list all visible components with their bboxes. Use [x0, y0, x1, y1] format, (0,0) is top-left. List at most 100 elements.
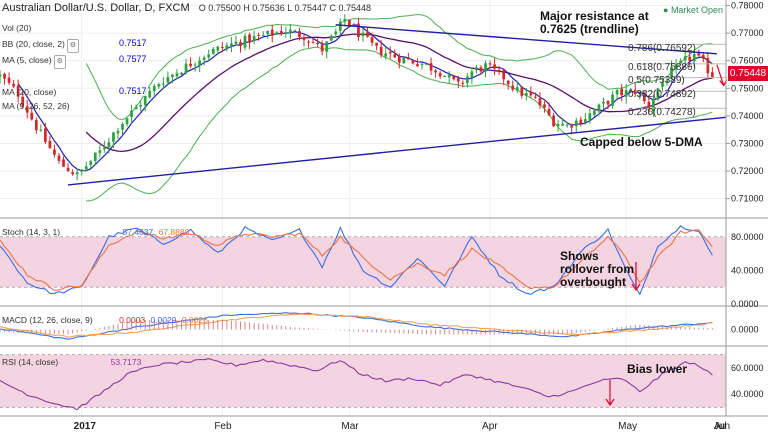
candle-body [479, 67, 483, 72]
price-tick-label: 0.76000 [731, 56, 764, 66]
fib-level-382: 0.382(0.74892) [628, 89, 696, 100]
fib-level-618: 0.618(0.75886) [628, 62, 696, 73]
candle-body [166, 77, 170, 83]
candle-body [230, 43, 233, 46]
resistance-line-1: Major resistance at [540, 9, 649, 23]
candle-body [71, 172, 74, 175]
indicator-tick-label: 40.0000 [731, 265, 764, 275]
candle-body [338, 21, 342, 31]
indicator-band [0, 354, 726, 408]
candle-body [388, 51, 392, 54]
candle-body [425, 63, 428, 65]
candle-body [34, 120, 38, 131]
candle-body [171, 74, 174, 78]
candle-body [161, 83, 165, 85]
indicator-bb[interactable]: BB (20, close, 2) ⚙ [2, 38, 80, 53]
candle-body [706, 58, 710, 74]
candle-body [198, 60, 202, 66]
candle-body [502, 70, 506, 80]
candle-body [556, 124, 560, 127]
indicator-bb-settings[interactable]: ⚙ [66, 39, 80, 53]
indicator-vol[interactable]: Vol (20) [2, 22, 31, 34]
candle-body [447, 74, 451, 78]
rsi-legend[interactable]: RSI (14, close) 53.7173 [2, 356, 141, 368]
x-tick-label: May [618, 421, 637, 432]
fib-level-786: 0.786(0.76592) [628, 43, 696, 54]
indicator-ichimoku[interactable]: MA (9, 26, 52, 26) [2, 100, 70, 112]
candle-body [443, 75, 447, 77]
stoch-d-value: 67.8880 [158, 227, 190, 237]
stoch-annotation: Shows rollover from overbought [560, 250, 634, 289]
candle-body [620, 88, 623, 96]
candle-body [89, 161, 93, 165]
candle-body [257, 34, 260, 36]
series-line-signal [0, 313, 713, 338]
macd-value-2: 0.0029 [150, 315, 177, 325]
indicator-ma20[interactable]: MA (20, close) [2, 86, 56, 98]
x-tick-label: Apr [482, 421, 498, 432]
candle-body [334, 31, 338, 35]
candle-body [243, 35, 247, 48]
candle-body [647, 101, 651, 110]
candle-body [293, 30, 297, 32]
candle-body [452, 75, 456, 80]
candle-body [157, 84, 161, 87]
x-tick-label: Jul [714, 421, 727, 432]
candle-body [543, 104, 546, 108]
candle-body [216, 46, 220, 51]
stoch-legend[interactable]: Stoch (14, 3, 1) 57.4637 67.8880 [2, 226, 189, 238]
candle-body [520, 87, 524, 96]
candle-body [434, 70, 437, 73]
candle-body [366, 32, 369, 37]
macd-value-1: 0.0003 [119, 315, 146, 325]
indicator-tick-label: 0.0000 [731, 325, 759, 335]
macd-value-3: 0.0026 [181, 315, 208, 325]
price-tick-label: 0.78000 [731, 1, 764, 11]
candle-body [638, 94, 642, 96]
market-status: ● Market Open [663, 5, 723, 15]
indicator-bb-label: BB (20, close, 2) [2, 39, 65, 49]
candle-body [397, 56, 401, 63]
candle-body [606, 100, 610, 105]
candle-body [184, 63, 188, 73]
rsi-down-arrow-head [605, 398, 615, 407]
candle-body [343, 19, 347, 22]
lower-trendline [67, 116, 727, 186]
candle-body [148, 90, 152, 98]
candle-body [538, 98, 542, 106]
indicator-ma5[interactable]: MA (5, close) ⚙ [2, 54, 66, 69]
indicator-ma5-label: MA (5, close) [2, 55, 52, 65]
candle-body [21, 96, 25, 106]
candle-body [307, 41, 310, 43]
indicator-ma5-settings[interactable]: ⚙ [53, 55, 66, 69]
indicator-ma20-label: MA (20, close) [2, 87, 57, 97]
last-price-tag: 0.75448 [728, 66, 768, 81]
candle-body [175, 73, 179, 77]
candle-body [470, 71, 474, 79]
series-line-rsi [0, 358, 713, 411]
candle-body [665, 80, 669, 83]
macd-label: MACD (12, 26, close, 9) [2, 315, 93, 325]
chart-header: Australian Dollar/U.S. Dollar, D, FXCM O… [2, 2, 371, 20]
candle-body [670, 67, 673, 79]
candle-body [75, 172, 79, 175]
candle-body [189, 63, 192, 67]
indicator-band [0, 236, 726, 288]
candle-body [416, 64, 419, 67]
price-tick-label: 0.73000 [731, 138, 764, 148]
candle-body [393, 54, 397, 58]
candle-body [44, 128, 47, 142]
stoch-note-3: overbought [560, 275, 626, 289]
candle-body [438, 73, 442, 77]
candle-body [66, 167, 70, 172]
candle-body [429, 63, 433, 71]
candle-body [629, 89, 633, 91]
candle-body [275, 32, 279, 35]
candle-body [220, 47, 224, 49]
fib-level-500: 0.5(0.75389) [628, 75, 685, 86]
candle-body [16, 85, 20, 97]
candle-body [98, 150, 102, 153]
candle-body [130, 110, 133, 118]
macd-legend[interactable]: MACD (12, 26, close, 9) 0.0003 0.0029 0.… [2, 314, 208, 326]
